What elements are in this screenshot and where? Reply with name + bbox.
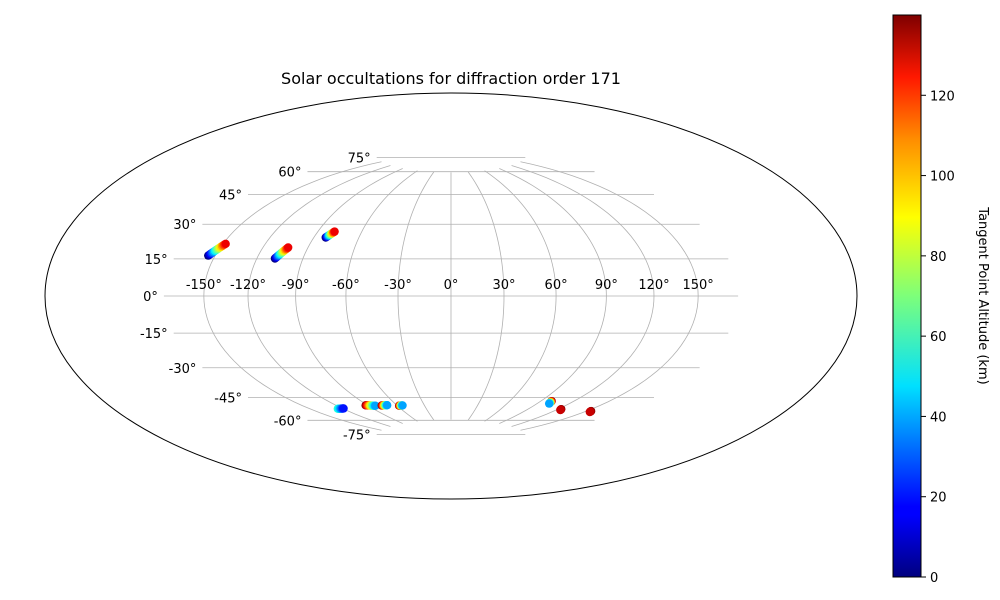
occultation-point xyxy=(371,401,380,410)
latitude-tick-label: -75° xyxy=(343,429,371,444)
longitude-tick-label: -30° xyxy=(384,278,412,293)
latitude-tick-label: 75° xyxy=(348,151,371,166)
longitude-tick-label: 60° xyxy=(545,278,568,293)
occultation-point xyxy=(221,239,230,249)
colorbar-tick-label: 80 xyxy=(930,250,947,265)
latitude-tick-label: 0° xyxy=(143,290,158,305)
latitude-tick-labels: 75° 60° 45° 30° 15° 0° -15° -30° -45° -60° -75° xyxy=(140,151,371,443)
latitude-tick-label: -30° xyxy=(169,362,197,377)
colorbar-gradient xyxy=(892,14,922,578)
longitude-tick-label: 90° xyxy=(595,278,618,293)
meridian-line xyxy=(484,170,557,422)
occultation-point xyxy=(382,400,392,410)
longitude-tick-label: 30° xyxy=(492,278,515,293)
longitude-tick-labels: -150° -120° -90° -60° -30° 0° 30° 60° 90° 120° 150… xyxy=(186,278,714,293)
meridian-line xyxy=(499,168,607,424)
longitude-tick-label: -90° xyxy=(282,278,310,293)
meridian-line xyxy=(520,161,699,431)
latitude-tick-label: 45° xyxy=(219,189,242,204)
longitude-tick-label: 120° xyxy=(638,278,669,293)
meridian-line xyxy=(295,168,403,424)
latitude-tick-label: 15° xyxy=(145,253,168,268)
meridian-line xyxy=(467,171,505,421)
longitude-tick-label: -60° xyxy=(332,278,360,293)
occultation-point xyxy=(585,407,595,417)
occultation-point xyxy=(398,401,407,410)
chart-title: Solar occultations for diffraction order… xyxy=(281,69,621,88)
latitude-tick-label: 30° xyxy=(173,218,196,233)
occultation-point xyxy=(556,405,565,415)
longitude-tick-label: -150° xyxy=(186,278,222,293)
colorbar-tick-label: 20 xyxy=(930,491,947,506)
colorbar-tick-label: 0 xyxy=(930,571,938,586)
occultation-points xyxy=(204,227,596,417)
meridian-line xyxy=(345,170,418,422)
occultation-point xyxy=(339,404,348,413)
meridian-line xyxy=(511,165,655,427)
latitude-tick-label: -45° xyxy=(214,392,242,407)
colorbar: 0 20 40 60 80 100 120 Tangent Point Altitude (… xyxy=(892,14,990,586)
colorbar-tick-label: 120 xyxy=(930,89,955,104)
meridian-line xyxy=(203,161,382,431)
meridian-line xyxy=(247,165,391,427)
colorbar-tick-label: 60 xyxy=(930,330,947,345)
graticule-grid xyxy=(163,156,739,436)
occultation-point xyxy=(283,243,293,252)
colorbar-ticks: 0 20 40 60 80 100 120 xyxy=(921,89,955,586)
latitude-tick-label: -15° xyxy=(140,327,168,342)
latitude-tick-label: 60° xyxy=(278,166,301,181)
meridian-line xyxy=(397,171,435,421)
longitude-tick-label: 0° xyxy=(444,278,459,293)
occultation-point xyxy=(544,399,554,408)
colorbar-label: Tangent Point Altitude (km) xyxy=(975,206,990,384)
occultation-point xyxy=(330,227,339,236)
map-boundary xyxy=(44,92,858,500)
colorbar-tick-label: 100 xyxy=(930,170,955,185)
latitude-tick-label: -60° xyxy=(274,414,302,429)
longitude-tick-label: -120° xyxy=(230,278,266,293)
longitude-tick-label: 150° xyxy=(682,278,713,293)
colorbar-tick-label: 40 xyxy=(930,410,947,425)
